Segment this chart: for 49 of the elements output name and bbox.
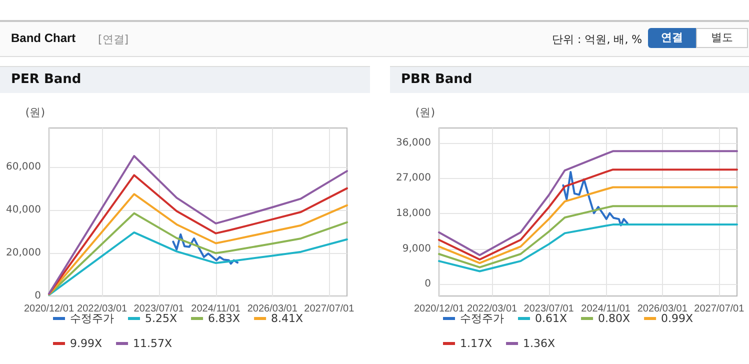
y-tick-label: 36,000 — [396, 137, 431, 148]
text: 별도 — [696, 28, 748, 48]
legend-label: 1.17X — [460, 337, 492, 350]
x-tick-label: 2027/07/01 — [304, 304, 355, 314]
legend-label: 8.41X — [271, 312, 304, 325]
line-series — [562, 170, 629, 226]
x-tick-label: 2024/11/01 — [191, 304, 241, 314]
x-tick-label: 2027/07/01 — [694, 304, 745, 314]
chart-title: PBR Band — [390, 66, 749, 93]
x-tick-label: 2026/03/01 — [247, 304, 298, 314]
legend-label: 0.99X — [661, 312, 694, 325]
legend-label: 0.80X — [598, 312, 631, 325]
text: 단위 : 억원, 배, % — [552, 32, 642, 47]
legend-label: 1.36X — [523, 337, 556, 350]
x-tick-label: 2020/12/01 — [414, 304, 464, 314]
y-tick-label: 0 — [424, 278, 431, 290]
x-tick-label: 2020/12/01 — [24, 304, 74, 314]
legend-label: 11.57X — [133, 337, 173, 350]
y-tick-label: 0 — [34, 290, 41, 302]
x-tick-label: 2026/03/01 — [637, 304, 688, 314]
x-tick-label: 2022/03/01 — [77, 304, 128, 314]
line-series — [438, 150, 738, 256]
y-tick-label: 40,000 — [6, 204, 41, 216]
y-tick-label: 9,000 — [402, 243, 431, 254]
line-series — [438, 186, 738, 264]
line-series — [172, 233, 239, 265]
legend-label: 6.83X — [208, 312, 241, 325]
line-series — [438, 168, 738, 260]
line-series — [438, 205, 738, 268]
y-tick-label: 20,000 — [6, 247, 41, 258]
x-tick-label: 2023/07/01 — [524, 304, 574, 314]
legend-label: 수정주가 — [460, 312, 504, 325]
legend-label: 0.61X — [535, 312, 568, 325]
x-tick-label: 2024/11/01 — [581, 304, 631, 314]
x-tick-label: 2022/03/01 — [467, 304, 518, 314]
line-series — [438, 224, 738, 272]
y-tick-label: 60,000 — [6, 161, 41, 172]
legend-label: 5.25X — [145, 312, 178, 325]
text: [연결] — [98, 32, 129, 47]
legend-label: 9.99X — [70, 337, 102, 350]
y-axis-title: (원) — [25, 106, 45, 119]
legend-label: 수정주가 — [70, 312, 114, 325]
y-axis-title: (원) — [415, 106, 435, 119]
y-tick-label: 18,000 — [396, 208, 431, 220]
chart-title: PER Band — [0, 66, 370, 93]
y-tick-label: 27,000 — [396, 172, 431, 184]
x-tick-label: 2023/07/01 — [134, 304, 184, 314]
text: Band Chart — [11, 31, 76, 45]
text: 연결 — [648, 28, 696, 48]
